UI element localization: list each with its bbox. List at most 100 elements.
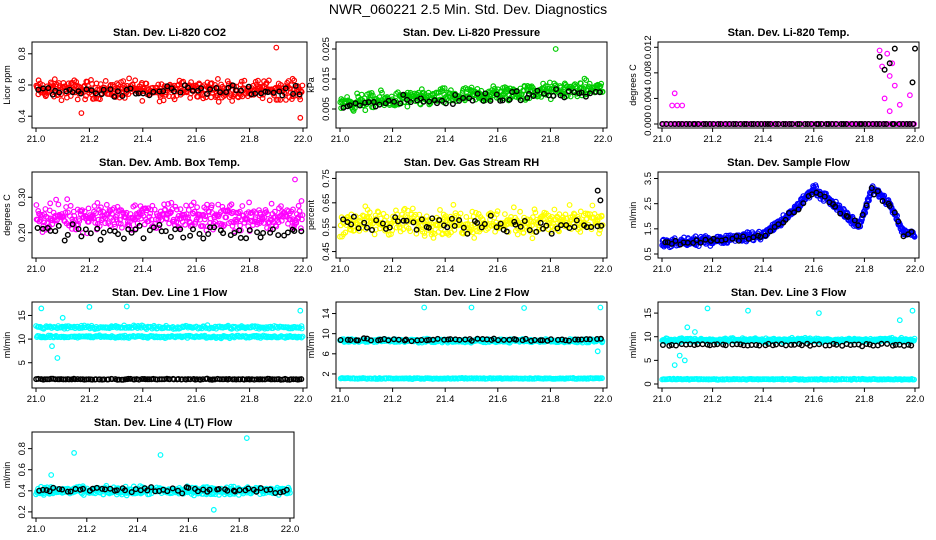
data-point [102,77,109,84]
chart-title: Stan. Dev. Line 2 Flow [414,287,530,299]
data-point [106,227,113,234]
data-point [278,203,284,210]
data-point [837,210,844,217]
data-point [530,92,537,99]
data-point [437,206,443,213]
data-point [217,89,224,96]
data-point [668,240,675,247]
data-point [909,307,916,314]
data-point [911,233,918,240]
data-point [858,120,865,127]
data-point [205,208,212,215]
data-point [255,77,261,84]
data-point [884,340,891,347]
data-point [881,192,888,199]
data-point [910,120,917,127]
y-tick-label: 2.5 [643,197,654,210]
data-point [177,206,184,213]
x-tick-label: 21.0 [27,264,46,275]
x-tick-label: 21.0 [653,134,672,145]
data-point [362,107,369,114]
data-point [126,222,133,229]
data-point [720,341,727,348]
plot-frame [657,171,920,259]
x-tick-label: 21.0 [27,134,46,145]
data-point [548,230,555,237]
data-point [817,191,824,198]
data-point [434,335,441,342]
data-point [215,98,222,105]
data-point [753,342,760,349]
data-point [291,77,298,84]
data-point [591,210,598,217]
x-tick-label: 22.0 [594,134,613,145]
data-point [155,81,162,88]
data-point [548,336,555,343]
data-point [236,208,243,215]
data-point [162,206,169,213]
chart-title: Stan. Dev. Sample Flow [727,157,850,169]
data-point [204,201,210,208]
data-point [229,222,236,229]
data-point [369,226,376,233]
data-point [588,223,595,230]
data-point [64,196,71,203]
data-point [577,228,584,235]
y-tick-label: 1.5 [643,222,654,235]
x-tick-label: 21.0 [27,394,46,405]
data-point [230,333,237,340]
data-point [360,335,367,342]
data-point [577,208,584,215]
y-tick-label: 0.000 [643,112,654,136]
data-point [198,85,205,92]
data-point [201,216,208,223]
x-tick-label: 21.0 [331,394,350,405]
data-point [884,50,891,57]
data-point [410,219,417,226]
data-point [136,222,143,229]
data-point [284,229,291,236]
data-point [229,82,236,89]
chart-title: Stan. Dev. Line 3 Flow [731,287,847,299]
data-point [452,91,459,98]
data-point [409,205,416,212]
data-point [156,88,163,95]
data-point [745,307,751,314]
data-point [239,93,246,100]
chart-title: Stan. Dev. Li-820 Temp. [728,27,850,39]
data-point [183,202,190,209]
data-point [794,120,801,127]
y-axis-label: kPa [306,77,316,93]
data-point [795,206,802,213]
data-point [407,99,414,106]
data-point [386,224,393,231]
data-point [190,199,197,206]
data-point [679,102,686,109]
data-point [550,220,556,227]
data-point [567,93,574,100]
data-point [561,94,568,101]
data-point [439,85,446,92]
data-point [182,221,189,228]
y-tick-label: 0.008 [643,61,654,85]
data-point [444,224,451,231]
chart-title: Stan. Dev. Line 4 (LT) Flow [94,417,233,429]
data-point [254,229,261,236]
data-point [295,202,302,209]
data-point [886,60,893,67]
data-point [804,120,811,127]
data-point [165,200,172,207]
data-point [895,218,902,225]
data-point [400,91,407,98]
y-tick-label: 0.65 [321,194,332,213]
data-point [77,90,84,97]
data-point [500,336,507,343]
data-point [510,204,517,211]
data-point [421,232,428,239]
data-point [594,223,601,230]
data-point [908,342,915,349]
x-tick-label: 21.4 [436,394,455,405]
data-point [392,218,399,224]
data-point [298,325,305,332]
